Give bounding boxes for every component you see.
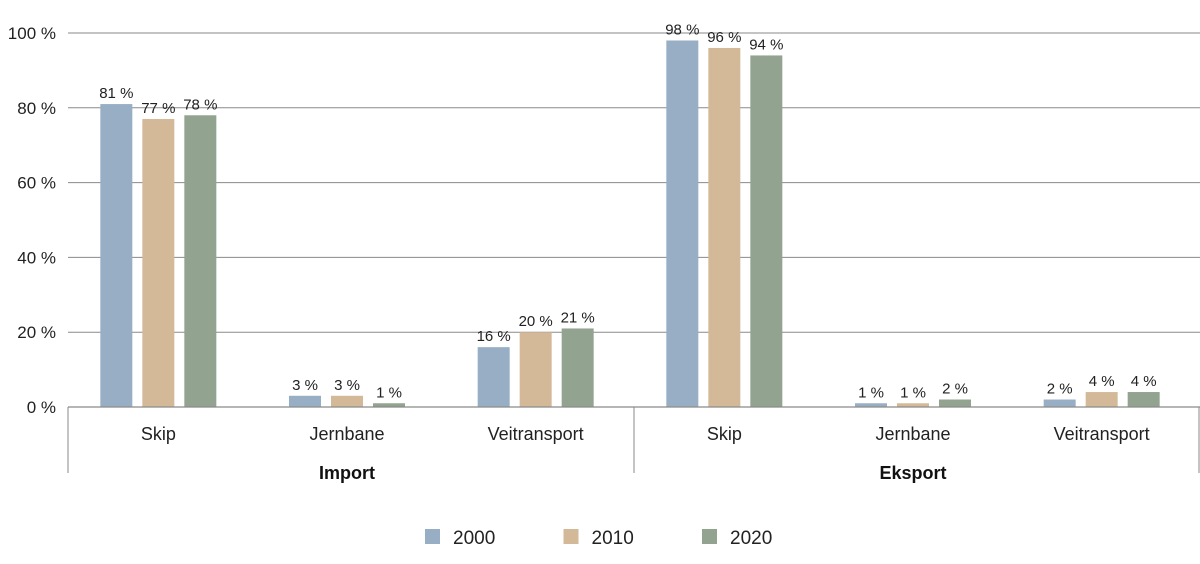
bar-2000 [855, 403, 887, 407]
legend-label: 2000 [453, 528, 495, 549]
data-label: 16 % [477, 328, 511, 345]
y-tick-label: 80 % [17, 99, 56, 118]
legend-label: 2010 [592, 528, 634, 549]
data-label: 21 % [561, 309, 595, 326]
data-label: 3 % [292, 377, 318, 394]
category-label: Skip [707, 424, 742, 444]
data-label: 94 % [749, 36, 783, 53]
legend-swatch-2010 [563, 529, 579, 544]
data-label: 3 % [334, 377, 360, 394]
data-label: 78 % [183, 96, 217, 113]
bar-2000 [289, 395, 321, 407]
bar-2020 [939, 399, 971, 407]
data-label: 77 % [141, 100, 175, 117]
bar-2010 [897, 403, 929, 407]
data-label: 98 % [665, 21, 699, 38]
legend-label: 2020 [730, 528, 772, 549]
data-label: 1 % [376, 384, 402, 401]
y-tick-label: 40 % [17, 248, 56, 267]
data-label: 1 % [900, 384, 926, 401]
category-label: Skip [141, 424, 176, 444]
data-label: 1 % [858, 384, 884, 401]
bar-2020 [1127, 392, 1160, 407]
bar-2020 [561, 328, 594, 407]
data-label: 20 % [519, 313, 553, 330]
data-label: 81 % [99, 85, 133, 102]
y-tick-label: 60 % [17, 174, 56, 193]
bar-2000 [1043, 399, 1076, 407]
data-label: 2 % [942, 381, 968, 398]
bar-2010 [1085, 392, 1118, 407]
bar-2010 [331, 395, 363, 407]
category-label: Veitransport [1054, 424, 1150, 444]
bar-2010 [708, 47, 741, 408]
legend-swatch-2020 [702, 529, 717, 544]
bar-2010 [519, 332, 552, 407]
bar-2000 [666, 40, 699, 407]
bar-2020 [373, 403, 405, 407]
group-label: Import [319, 463, 375, 483]
group-label: Eksport [879, 463, 946, 483]
bar-2000 [100, 104, 133, 407]
bar-2010 [142, 119, 175, 408]
category-label: Jernbane [875, 424, 950, 444]
data-label: 4 % [1131, 373, 1157, 390]
data-label: 96 % [707, 29, 741, 46]
bar-2020 [750, 55, 783, 407]
category-label: Jernbane [309, 424, 384, 444]
y-tick-label: 20 % [17, 323, 56, 342]
data-label: 2 % [1047, 381, 1073, 398]
data-label: 4 % [1089, 373, 1115, 390]
bar-2000 [477, 347, 510, 407]
y-tick-label: 0 % [27, 398, 56, 417]
y-tick-label: 100 % [8, 24, 56, 43]
bar-2020 [184, 115, 217, 407]
category-label: Veitransport [488, 424, 584, 444]
legend-swatch-2000 [425, 529, 440, 544]
